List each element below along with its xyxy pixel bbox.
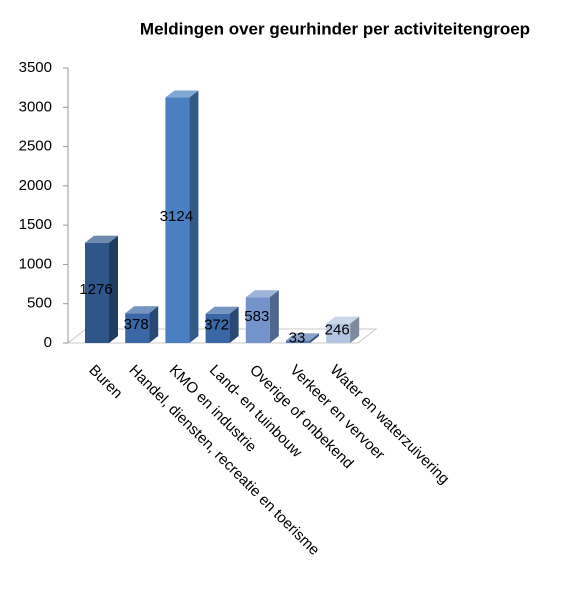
bar <box>205 306 239 343</box>
y-tick-label: 3000 <box>19 98 52 115</box>
bar-side <box>229 306 239 343</box>
bar-front <box>125 313 150 343</box>
value-label: 33 <box>289 330 306 347</box>
y-tick-label: 1500 <box>19 216 52 233</box>
value-label: 372 <box>204 316 229 333</box>
chart-title: Meldingen over geurhinder per activiteit… <box>140 19 530 38</box>
bar <box>125 306 159 343</box>
bar-front <box>205 313 230 343</box>
bar <box>85 235 118 343</box>
y-tick-label: 3500 <box>19 59 52 76</box>
x-tick-label: Buren <box>85 362 125 402</box>
bar <box>245 290 279 343</box>
bar-top-shade <box>85 235 118 243</box>
bar-front <box>245 297 270 343</box>
bar-top-shade <box>286 333 319 341</box>
bar-side-shade <box>350 316 360 343</box>
value-label: 246 <box>325 321 350 338</box>
bar-side-shade <box>229 306 239 343</box>
bar-side-shade <box>149 306 159 343</box>
bar-top <box>85 235 118 243</box>
bar <box>165 90 199 344</box>
bar <box>286 333 319 343</box>
bar-top <box>205 306 239 314</box>
bar-side-shade <box>269 290 279 343</box>
bar-top <box>326 316 360 324</box>
bar-front <box>286 340 310 343</box>
bar-top-shade <box>245 290 279 298</box>
bar-side <box>189 90 199 344</box>
y-tick-label: 2500 <box>19 138 52 155</box>
bar-side <box>350 316 360 343</box>
bar <box>326 316 360 343</box>
bar-side-shade <box>310 333 319 343</box>
bar-top <box>286 333 319 341</box>
bar-side <box>109 235 118 343</box>
bar-top-shade <box>326 316 360 324</box>
bar-front <box>85 242 109 343</box>
bar-side-shade <box>109 235 118 343</box>
bar-top <box>125 306 159 314</box>
value-label: 378 <box>124 316 149 333</box>
bar-front <box>165 97 190 344</box>
y-tick-label: 0 <box>44 334 52 351</box>
bar-side <box>310 333 319 343</box>
bar-side <box>269 290 279 343</box>
y-tick-label: 1000 <box>19 255 52 272</box>
bar-side <box>149 306 159 343</box>
y-tick-label: 500 <box>27 295 52 312</box>
bar-side-shade <box>189 90 199 344</box>
bar-top-shade <box>205 306 239 314</box>
bar-top-shade <box>125 306 159 314</box>
value-label: 583 <box>244 308 269 325</box>
bar-front <box>326 323 351 343</box>
bar-top-shade <box>165 90 199 98</box>
value-label: 1276 <box>79 281 112 298</box>
bar-top <box>165 90 199 98</box>
value-label: 3124 <box>160 208 193 225</box>
bar-top <box>245 290 279 298</box>
y-tick-label: 2000 <box>19 177 52 194</box>
